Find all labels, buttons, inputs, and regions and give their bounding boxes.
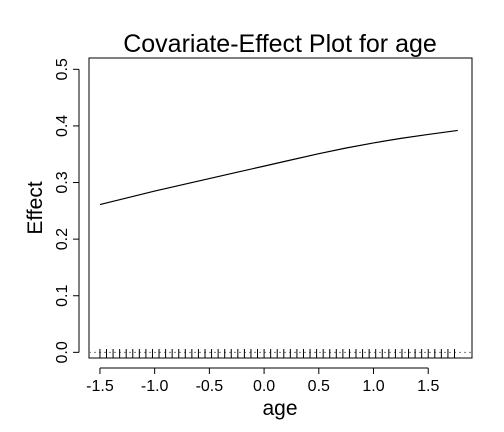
- y-tick-label: 0.3: [54, 171, 71, 193]
- x-axis-label: age: [262, 397, 297, 420]
- x-tick-label: -1.0: [141, 378, 169, 395]
- plot-frame: [88, 57, 473, 359]
- x-axis: -1.5 -1.0 -0.5 0.0 0.5 1.0 1.5: [86, 367, 439, 395]
- chart-title: Covariate-Effect Plot for age: [123, 30, 437, 58]
- x-tick-label: 0.5: [308, 378, 330, 395]
- y-axis: 0.0 0.1 0.2 0.3 0.4 0.5: [54, 58, 80, 363]
- x-tick-label: 0.0: [253, 378, 275, 395]
- effect-curve: [99, 129, 458, 206]
- x-tick-label: -0.5: [196, 378, 224, 395]
- rug-layer: [99, 349, 455, 358]
- y-tick-label: 0.1: [54, 285, 71, 307]
- x-tick-label: 1.5: [417, 378, 439, 395]
- y-tick-label: 0.2: [54, 228, 71, 250]
- x-tick-label: -1.5: [86, 378, 114, 395]
- y-axis-label: Effect: [24, 181, 47, 234]
- y-tick-label: 0.4: [54, 115, 71, 137]
- y-tick-label: 0.5: [54, 58, 71, 80]
- x-tick-label: 1.0: [362, 378, 384, 395]
- y-tick-label: 0.0: [54, 341, 71, 363]
- curve-layer: [99, 129, 458, 206]
